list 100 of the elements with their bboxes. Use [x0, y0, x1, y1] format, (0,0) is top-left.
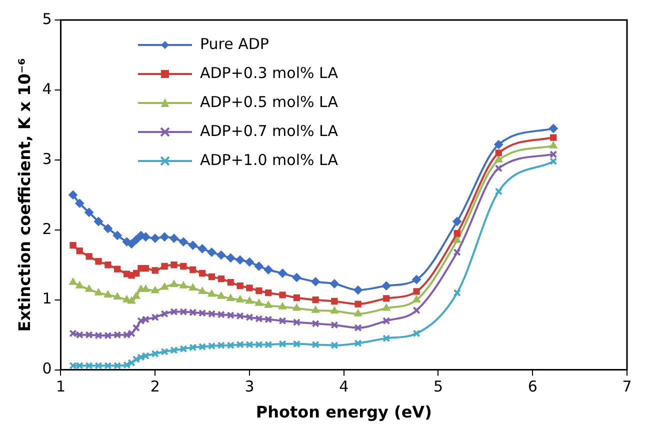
- point: [179, 281, 188, 288]
- point: [354, 286, 363, 295]
- point: [226, 294, 235, 301]
- point: [453, 289, 461, 297]
- point: [495, 150, 502, 156]
- point: [412, 306, 420, 314]
- point: [454, 230, 460, 237]
- point: [103, 224, 112, 233]
- point: [208, 273, 216, 280]
- point: [132, 355, 140, 364]
- point: [207, 248, 216, 257]
- point: [292, 272, 302, 282]
- point: [254, 298, 263, 306]
- point: [208, 342, 216, 350]
- point: [236, 295, 244, 302]
- point: [132, 270, 140, 277]
- x-tick-label: 2: [150, 378, 160, 396]
- point: [330, 321, 338, 329]
- point: [354, 324, 362, 332]
- point: [494, 164, 502, 172]
- point: [548, 124, 558, 133]
- point: [217, 310, 226, 318]
- point: [453, 236, 462, 243]
- point: [278, 302, 286, 310]
- point: [76, 248, 83, 254]
- point: [94, 332, 102, 340]
- point: [292, 340, 301, 348]
- point: [180, 262, 187, 270]
- point: [114, 266, 121, 272]
- legend-label: Pure ADP: [200, 34, 269, 55]
- point: [122, 330, 131, 339]
- point: [312, 340, 320, 348]
- legend-label: ADP+1.0 mol% LA: [200, 150, 338, 171]
- point: [330, 279, 339, 288]
- point: [169, 234, 178, 243]
- point: [227, 279, 234, 286]
- point: [264, 300, 272, 308]
- point: [189, 308, 197, 316]
- point: [226, 341, 234, 350]
- point: [255, 340, 263, 348]
- point: [279, 292, 286, 298]
- point: [382, 317, 390, 325]
- point: [383, 295, 390, 302]
- point: [550, 134, 557, 141]
- point: [293, 294, 300, 302]
- point: [132, 235, 141, 244]
- point: [137, 353, 145, 362]
- point: [188, 240, 198, 250]
- point: [278, 340, 286, 348]
- point: [114, 330, 122, 339]
- point: [494, 188, 502, 196]
- x-tick-label: 6: [528, 378, 538, 396]
- point: [161, 262, 168, 270]
- point: [312, 296, 319, 304]
- point: [412, 295, 421, 302]
- point: [413, 288, 420, 295]
- y-tick-label: 3: [42, 150, 52, 168]
- point: [311, 277, 320, 286]
- point: [86, 253, 92, 260]
- point: [278, 268, 288, 278]
- point: [354, 300, 362, 308]
- point: [198, 342, 206, 351]
- point: [494, 155, 503, 162]
- point: [218, 276, 225, 282]
- point: [292, 318, 301, 326]
- legend-label: ADP+0.5 mol% LA: [200, 92, 338, 113]
- point: [264, 265, 273, 274]
- point: [292, 304, 301, 311]
- point: [128, 330, 136, 338]
- point: [94, 216, 103, 226]
- y-axis-title: Extinction coefficient, K x 10⁻⁶: [14, 58, 34, 332]
- point: [127, 239, 136, 248]
- point: [198, 309, 206, 317]
- point: [85, 330, 93, 339]
- x-tick-label: 3: [244, 378, 254, 396]
- point: [142, 284, 150, 292]
- point: [208, 290, 216, 297]
- point: [246, 340, 254, 348]
- x-tick-label: 7: [622, 378, 632, 396]
- point: [188, 283, 197, 290]
- point: [178, 237, 188, 246]
- point: [198, 286, 206, 294]
- point: [75, 198, 84, 208]
- point: [151, 286, 160, 294]
- point: [132, 292, 140, 299]
- point: [236, 340, 244, 348]
- point: [208, 310, 216, 318]
- point: [236, 282, 244, 290]
- point: [264, 340, 272, 348]
- point: [198, 270, 206, 277]
- point: [254, 262, 264, 271]
- point: [113, 292, 122, 300]
- point: [151, 350, 159, 358]
- point: [190, 266, 196, 274]
- point: [453, 248, 461, 256]
- point: [76, 330, 84, 339]
- point: [278, 317, 286, 325]
- point: [226, 311, 234, 320]
- point: [152, 267, 158, 274]
- point: [170, 346, 178, 354]
